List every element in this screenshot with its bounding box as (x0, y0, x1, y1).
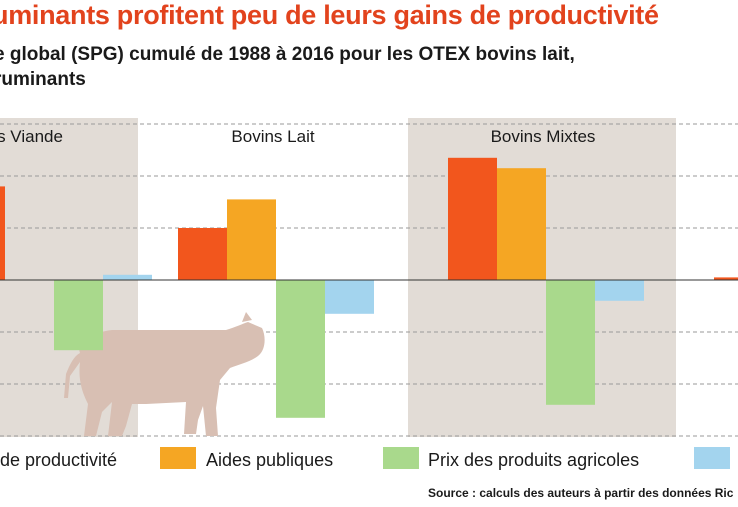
chart-title: uminants profitent peu de leurs gains de… (0, 0, 659, 30)
bar-s0-c2 (448, 157, 497, 280)
bar-s1-c2 (497, 168, 546, 280)
category-label: Bovins Lait (231, 127, 314, 146)
bar-s1-c1 (227, 199, 276, 280)
bar-s0-c3 (714, 277, 738, 280)
cow-silhouette-icon (64, 312, 265, 436)
bar-s2-c2 (546, 280, 595, 405)
bar-s0-c0 (0, 186, 5, 280)
subtitle-line-1: e global (SPG) cumulé de 1988 à 2016 pou… (0, 44, 575, 65)
bar-s3-c0 (103, 274, 152, 280)
legend-swatch (160, 447, 196, 469)
bar-s3-c2 (595, 280, 644, 301)
bar-s2-c0 (54, 280, 103, 351)
legend-label: Aides publiques (206, 450, 333, 470)
category-label: s Viande (0, 127, 63, 146)
legend-label: Prix des produits agricoles (428, 450, 639, 470)
source-note: Source : calculs des auteurs à partir de… (428, 486, 734, 500)
bar-s3-c1 (325, 280, 374, 314)
bar-s2-c1 (276, 280, 325, 418)
bar-s0-c1 (178, 228, 227, 280)
category-label: Bovins Mixtes (491, 127, 596, 146)
legend-label: de productivité (0, 450, 117, 470)
legend-swatch (383, 447, 419, 469)
subtitle-line-2: ruminants (0, 69, 86, 90)
legend-swatch (694, 447, 730, 469)
chart-subtitle: e global (SPG) cumulé de 1988 à 2016 pou… (0, 42, 738, 92)
